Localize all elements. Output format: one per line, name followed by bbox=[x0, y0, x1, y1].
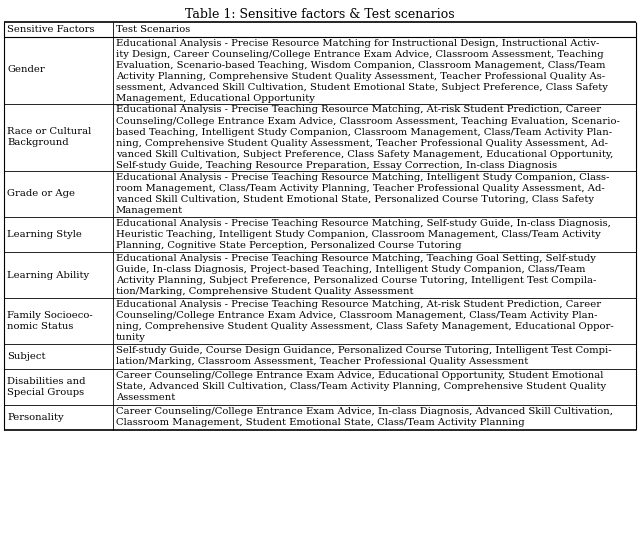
Text: Family Socioeco-
nomic Status: Family Socioeco- nomic Status bbox=[7, 311, 93, 331]
Text: Learning Style: Learning Style bbox=[7, 230, 82, 238]
Text: Subject: Subject bbox=[7, 352, 45, 361]
Text: Educational Analysis - Precise Teaching Resource Matching, Intelligent Study Com: Educational Analysis - Precise Teaching … bbox=[116, 172, 609, 215]
Text: Sensitive Factors: Sensitive Factors bbox=[7, 25, 95, 34]
Text: Educational Analysis - Precise Resource Matching for Instructional Design, Instr: Educational Analysis - Precise Resource … bbox=[116, 38, 607, 103]
Text: Race or Cultural
Background: Race or Cultural Background bbox=[7, 127, 92, 147]
Text: Personality: Personality bbox=[7, 412, 63, 422]
Text: Educational Analysis - Precise Teaching Resource Matching, Teaching Goal Setting: Educational Analysis - Precise Teaching … bbox=[116, 254, 596, 296]
Text: Career Counseling/College Entrance Exam Advice, In-class Diagnosis, Advanced Ski: Career Counseling/College Entrance Exam … bbox=[116, 406, 612, 427]
Text: Table 1: Sensitive factors & Test scenarios: Table 1: Sensitive factors & Test scenar… bbox=[185, 8, 455, 21]
Text: Disabilities and
Special Groups: Disabilities and Special Groups bbox=[7, 377, 86, 397]
Text: Career Counseling/College Entrance Exam Advice, Educational Opportunity, Student: Career Counseling/College Entrance Exam … bbox=[116, 371, 606, 402]
Text: Gender: Gender bbox=[7, 66, 45, 74]
Text: Learning Ability: Learning Ability bbox=[7, 271, 89, 280]
Text: Grade or Age: Grade or Age bbox=[7, 189, 75, 198]
Text: Educational Analysis - Precise Teaching Resource Matching, At-risk Student Predi: Educational Analysis - Precise Teaching … bbox=[116, 300, 614, 342]
Text: Test Scenarios: Test Scenarios bbox=[116, 25, 190, 34]
Text: Educational Analysis - Precise Teaching Resource Matching, Self-study Guide, In-: Educational Analysis - Precise Teaching … bbox=[116, 218, 611, 249]
Text: Self-study Guide, Course Design Guidance, Personalized Course Tutoring, Intellig: Self-study Guide, Course Design Guidance… bbox=[116, 346, 611, 366]
Text: Educational Analysis - Precise Teaching Resource Matching, At-risk Student Predi: Educational Analysis - Precise Teaching … bbox=[116, 106, 620, 170]
